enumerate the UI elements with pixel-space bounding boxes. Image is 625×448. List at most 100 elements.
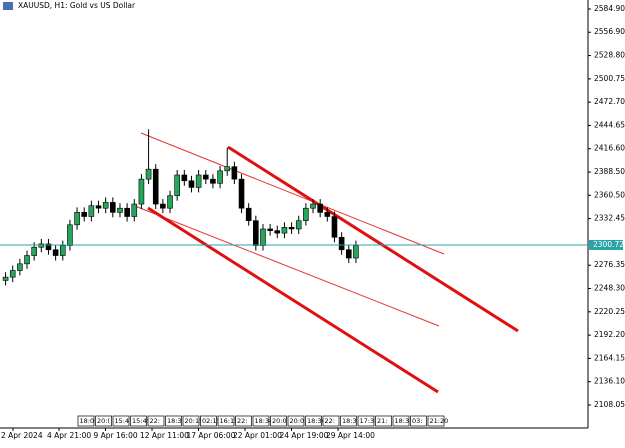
candle-body — [102, 202, 109, 209]
candle-body — [24, 255, 30, 265]
y-tick-label: 2248.30 — [594, 284, 625, 293]
trade-marker-label: 16:15 — [220, 417, 239, 425]
y-tick-label: 2164.15 — [594, 353, 625, 362]
candle-body — [238, 178, 245, 209]
symbol-icon — [3, 2, 13, 10]
trade-marker — [340, 415, 357, 427]
candle-body — [345, 249, 352, 259]
y-tick-label: 2444.65 — [594, 120, 625, 129]
y-tick-label: 2584.90 — [594, 4, 625, 13]
candle-body — [45, 243, 52, 251]
y-tick-label: 2276.35 — [594, 260, 625, 269]
y-tick-label: 2416.60 — [594, 144, 625, 153]
trade-marker-label: 22: — [237, 417, 247, 425]
candle-body — [160, 203, 166, 209]
candle-body — [295, 220, 302, 230]
candle-body — [353, 245, 359, 259]
x-tick-label: 29 Apr 14:00 — [326, 431, 375, 440]
candle-body — [88, 205, 95, 217]
trend-line — [147, 206, 439, 394]
candle-body — [245, 207, 252, 221]
trade-marker — [305, 415, 322, 427]
candle-body — [145, 168, 152, 180]
current-price-tag — [589, 239, 623, 250]
candle-body — [317, 203, 323, 213]
y-tick-label: 2192.20 — [594, 330, 625, 339]
trade-marker-label: 18:30 — [307, 417, 326, 425]
trade-marker — [130, 415, 147, 427]
trade-marker — [375, 415, 392, 427]
candle-body — [59, 245, 66, 256]
candle-body — [324, 212, 331, 217]
trade-marker-label: 20:15 — [185, 417, 204, 425]
candle-body — [67, 224, 73, 246]
y-tick-label: 2108.05 — [594, 400, 625, 409]
candle-body — [9, 270, 16, 278]
trade-marker — [322, 415, 340, 427]
candle-body — [124, 207, 130, 217]
x-tick-label: 17 Apr 06:00 — [187, 431, 236, 440]
trade-marker — [270, 415, 287, 427]
current-price-label: 2300.72 — [593, 240, 624, 249]
x-tick-label: 2 Apr 2024 — [1, 431, 43, 440]
candle-body — [331, 216, 338, 238]
candle-body — [267, 228, 273, 231]
y-tick-label: 2220.25 — [594, 307, 625, 316]
candle-body — [17, 263, 23, 271]
candle-body — [274, 230, 281, 234]
trade-marker-label: 22: — [325, 417, 335, 425]
candle-body — [253, 220, 259, 246]
trade-marker — [357, 415, 375, 427]
candle-body — [38, 243, 45, 248]
candle-body — [117, 207, 123, 213]
trade-marker — [200, 415, 217, 427]
trade-marker-label: 20:0 — [290, 417, 305, 425]
candle-body — [281, 227, 288, 234]
y-tick-label: 2332.45 — [594, 214, 625, 223]
trade-marker-label: 18:3 — [167, 417, 182, 425]
trade-marker — [392, 415, 410, 427]
candle-body — [81, 212, 88, 217]
candle-body — [338, 236, 345, 251]
trade-marker-label: 21: — [377, 417, 387, 425]
trade-marker — [427, 415, 445, 427]
candle-body — [174, 174, 180, 197]
x-tick-label: 4 Apr 21:00 — [47, 431, 91, 440]
trade-marker — [235, 415, 252, 427]
candle-body — [224, 166, 231, 172]
trade-marker — [165, 415, 182, 427]
trade-marker-label: 18:34 — [255, 417, 274, 425]
candle-body — [2, 276, 9, 281]
candle-body — [31, 246, 37, 256]
trade-marker — [410, 415, 427, 427]
trade-marker — [147, 415, 165, 427]
trade-marker-label: 22: — [150, 417, 160, 425]
trade-marker-label: 18:3 — [395, 417, 410, 425]
x-tick-label: 9 Apr 16:00 — [94, 431, 138, 440]
trade-marker-label: 03: — [412, 417, 422, 425]
trend-lines — [134, 132, 519, 394]
candle-body — [95, 205, 102, 209]
trend-line — [134, 205, 440, 327]
candle-body — [74, 212, 80, 226]
x-tick-label: 22 Apr 01:00 — [233, 431, 282, 440]
candle-body — [260, 228, 266, 246]
trade-marker-label: 17:3 — [360, 417, 375, 425]
y-tick-label: 2136.10 — [594, 377, 625, 386]
trade-marker — [95, 415, 112, 427]
candle-body — [167, 195, 173, 209]
trade-marker-label: 20:0 — [272, 417, 287, 425]
trade-marker — [252, 415, 270, 427]
candle-body — [188, 180, 195, 188]
trade-marker — [217, 415, 235, 427]
trade-marker-label: 18:0 — [80, 417, 95, 425]
chart-title: XAUUSD, H1: Gold vs US Dollar — [18, 1, 136, 10]
candle-body — [210, 178, 216, 184]
y-tick-label: 2500.75 — [594, 74, 625, 83]
trade-marker-label: 02:15 — [202, 417, 221, 425]
y-tick-label: 2360.50 — [594, 190, 625, 199]
trade-marker-label: 18:3 — [342, 417, 357, 425]
x-tick-label: 12 Apr 11:00 — [140, 431, 189, 440]
